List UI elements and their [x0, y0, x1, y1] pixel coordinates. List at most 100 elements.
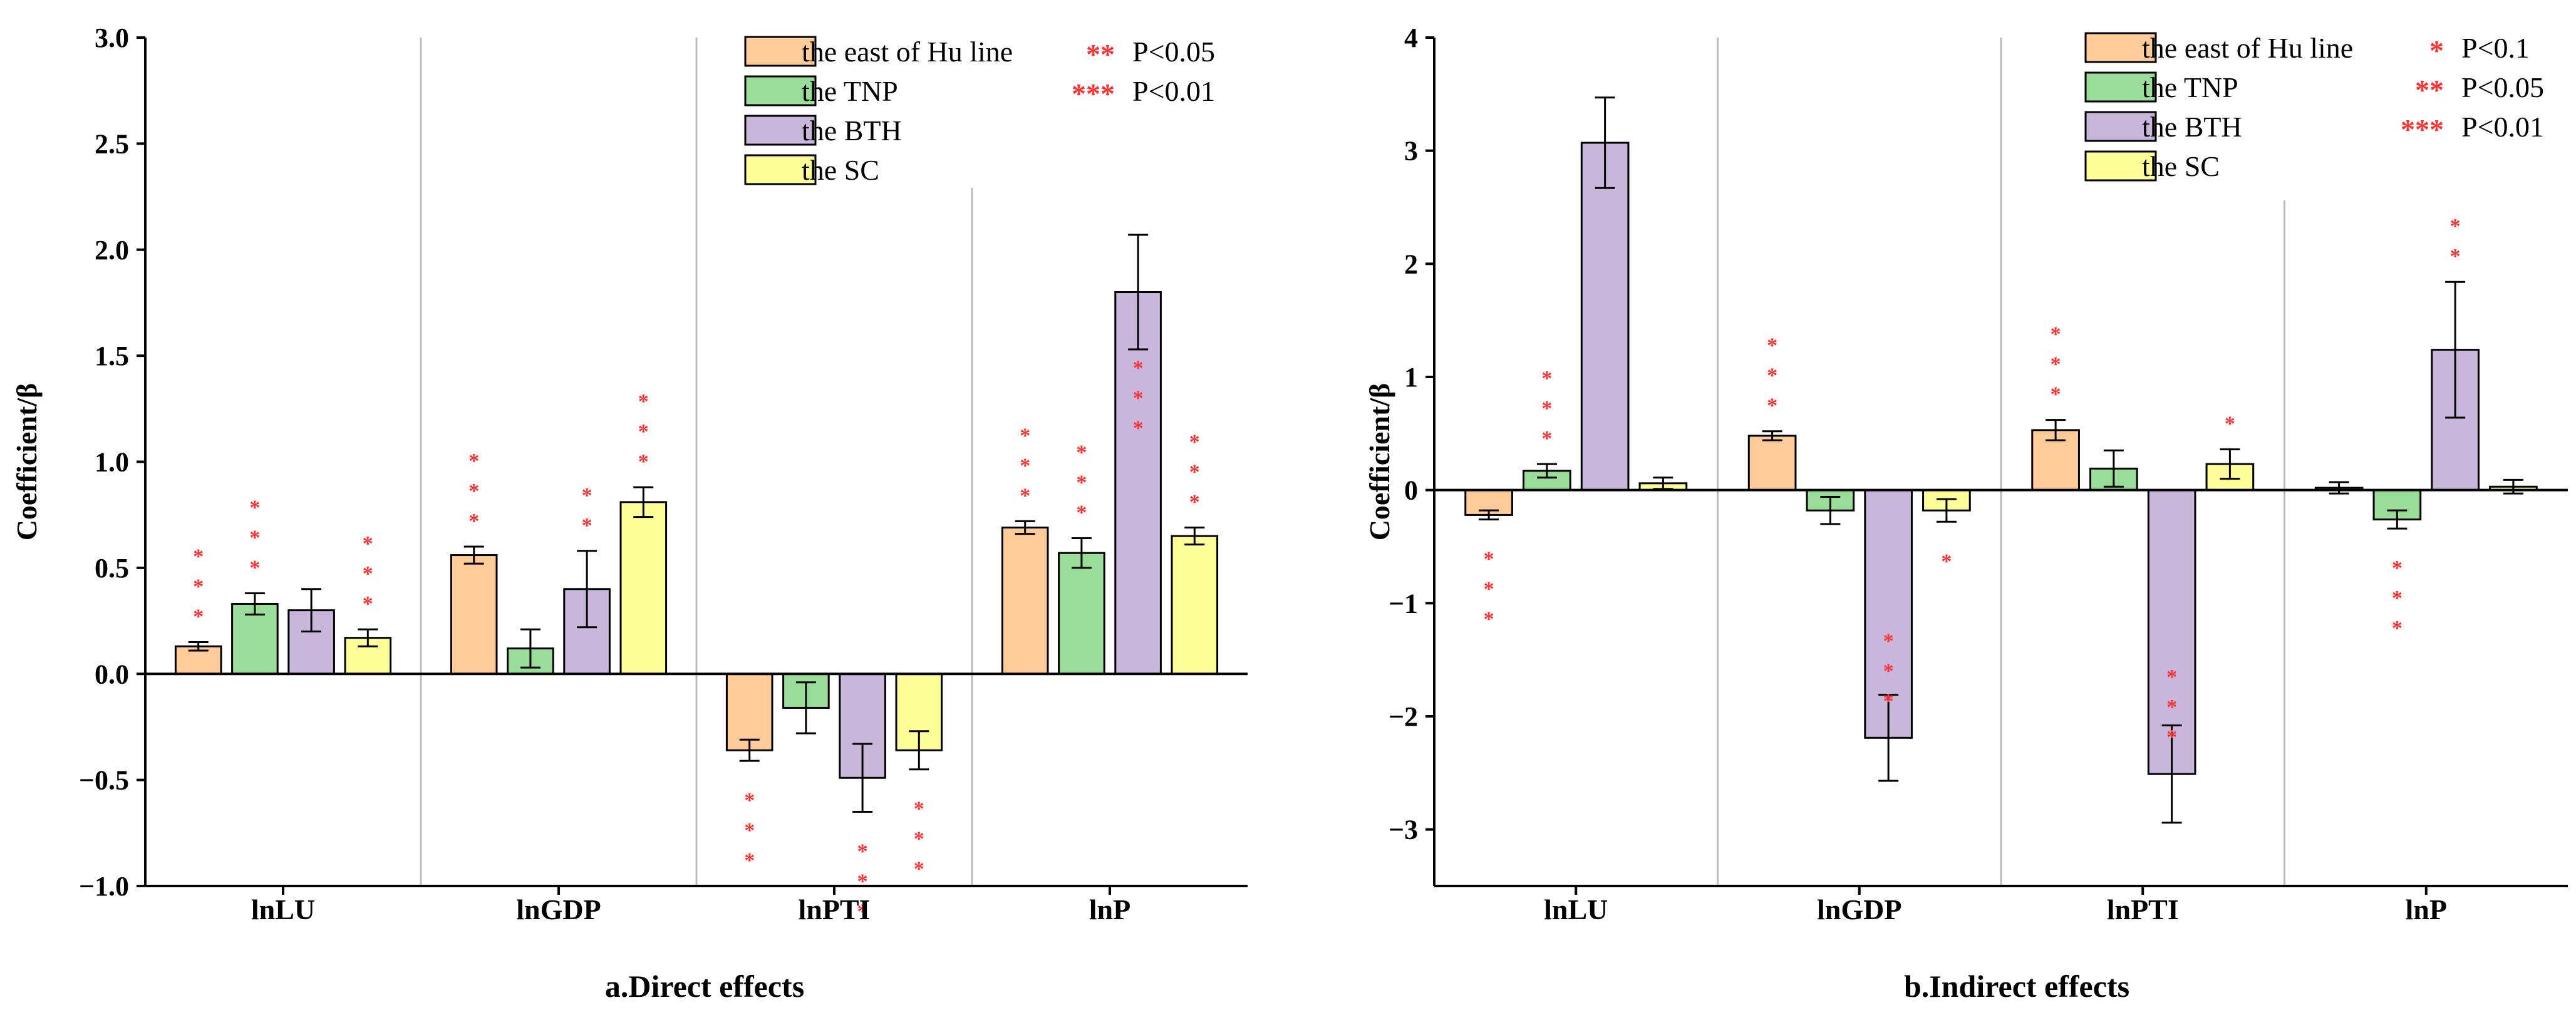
significance-stars: * * *	[1883, 629, 1894, 713]
error-bar	[909, 730, 929, 771]
legend-label: the BTH	[802, 115, 902, 147]
error-bar	[301, 588, 322, 632]
panel-indirect-effects: *************************−3−2−101234lnLU…	[1363, 23, 2568, 1004]
error-bar	[577, 550, 597, 629]
significance-star: *	[2166, 726, 2177, 749]
significance-star: *	[1941, 550, 1952, 573]
significance-star: *	[1076, 471, 1087, 494]
significance-stars: * * *	[193, 545, 204, 628]
significance-star: *	[744, 849, 755, 872]
x-tick-label: lnLU	[1544, 894, 1608, 925]
significance-star: *	[1883, 629, 1894, 652]
significance-star: *	[1020, 484, 1030, 507]
x-tick-label: lnLU	[251, 894, 315, 925]
bar-bth-lnLU	[1580, 142, 1630, 492]
y-axis-label: Coefficient/β	[1363, 383, 1395, 541]
error-bar	[1878, 694, 1899, 782]
legend-significance-stars: ***	[2401, 113, 2444, 145]
legend-label: the TNP	[802, 75, 898, 107]
significance-star: *	[1189, 461, 1200, 484]
significance-star: *	[2392, 617, 2403, 640]
significance-star: *	[363, 592, 373, 616]
error-bar	[1128, 234, 1149, 351]
significance-star: *	[249, 557, 260, 580]
significance-star: *	[468, 450, 479, 473]
legend-label: the SC	[2142, 150, 2220, 182]
significance-star: *	[1767, 334, 1777, 358]
error-bar	[1015, 520, 1035, 535]
bar-east-lnGDP	[1747, 435, 1797, 492]
significance-star: *	[1541, 427, 1552, 450]
legend-label: the east of Hu line	[802, 36, 1013, 68]
x-tick-label: lnGDP	[1817, 894, 1901, 925]
significance-star: *	[468, 480, 479, 503]
significance-star: *	[2051, 323, 2061, 346]
y-tick-label: 1	[1404, 362, 1418, 393]
significance-star: *	[2166, 696, 2177, 719]
y-tick-label: 3.0	[95, 23, 129, 53]
significance-stars: * * *	[2051, 323, 2061, 406]
significance-star: *	[1076, 441, 1087, 464]
legend-significance-label: P<0.05	[1132, 36, 1215, 68]
significance-star: *	[1484, 608, 1494, 631]
significance-star: *	[638, 420, 649, 443]
legend-label: the TNP	[2142, 71, 2238, 103]
bar-tnp-lnLU	[231, 602, 279, 675]
chart-title: b.Indirect effects	[1904, 969, 2129, 1004]
significance-stars: * * *	[1020, 424, 1030, 507]
legend-significance-stars: *	[2429, 34, 2444, 66]
legend-significance-label: P<0.1	[2461, 32, 2530, 64]
legend-swatch-east	[744, 36, 817, 67]
significance-stars: * * *	[1133, 357, 1144, 440]
significance-stars: * * *	[363, 532, 373, 616]
significance-star: *	[1133, 357, 1144, 380]
significance-stars: * * *	[2392, 557, 2403, 640]
significance-star: *	[2166, 666, 2177, 689]
legend-swatch-tnp	[744, 75, 817, 106]
significance-star: *	[1883, 689, 1894, 713]
significance-star: *	[363, 562, 373, 585]
y-tick-label: 1.0	[95, 447, 129, 478]
bar-bth-lnP	[1114, 291, 1162, 675]
significance-star: *	[1020, 424, 1030, 447]
significance-star: *	[2051, 383, 2061, 406]
significance-star: *	[1076, 501, 1087, 524]
significance-star: *	[582, 484, 592, 507]
error-bar	[1479, 509, 1499, 521]
legend-significance-stars: ***	[1072, 78, 1115, 110]
y-axis-label: Coefficient/β	[11, 383, 43, 541]
x-tick-label: lnPTI	[798, 894, 870, 925]
bar-tnp-lnLU	[1523, 470, 1571, 492]
legend-swatch-tnp	[2084, 71, 2157, 103]
legend-label: the SC	[802, 154, 879, 186]
significance-star: *	[1189, 431, 1200, 454]
error-bar	[1595, 96, 1615, 189]
error-bar	[2103, 449, 2124, 488]
error-bar	[1762, 430, 1782, 441]
error-bar	[739, 738, 760, 762]
bar-east-lnGDP	[450, 554, 498, 675]
chart-title: a.Direct effects	[605, 969, 804, 1004]
significance-star: *	[2392, 587, 2403, 610]
significance-star: *	[1484, 578, 1494, 601]
error-bar	[520, 628, 541, 669]
error-bar	[2387, 509, 2408, 530]
error-bar	[1820, 496, 1841, 525]
significance-star: *	[857, 900, 868, 923]
significance-star: *	[2450, 215, 2461, 238]
legend-label: the east of Hu line	[2142, 32, 2353, 64]
significance-star: *	[914, 828, 924, 851]
y-tick-label: 2.5	[95, 128, 129, 159]
significance-star: *	[744, 819, 755, 842]
error-bar	[1536, 463, 1557, 479]
legend-significance-stars: **	[1086, 38, 1115, 70]
error-bar	[2046, 419, 2066, 441]
significance-stars: * * *	[744, 789, 755, 872]
significance-stars: * * *	[468, 450, 479, 533]
significance-star: *	[582, 514, 592, 537]
legend-swatch-sc	[2084, 150, 2157, 182]
significance-stars: **	[582, 484, 592, 537]
significance-stars: * * *	[249, 497, 260, 580]
error-bar	[188, 641, 209, 652]
y-tick-label: −2	[1389, 701, 1418, 732]
